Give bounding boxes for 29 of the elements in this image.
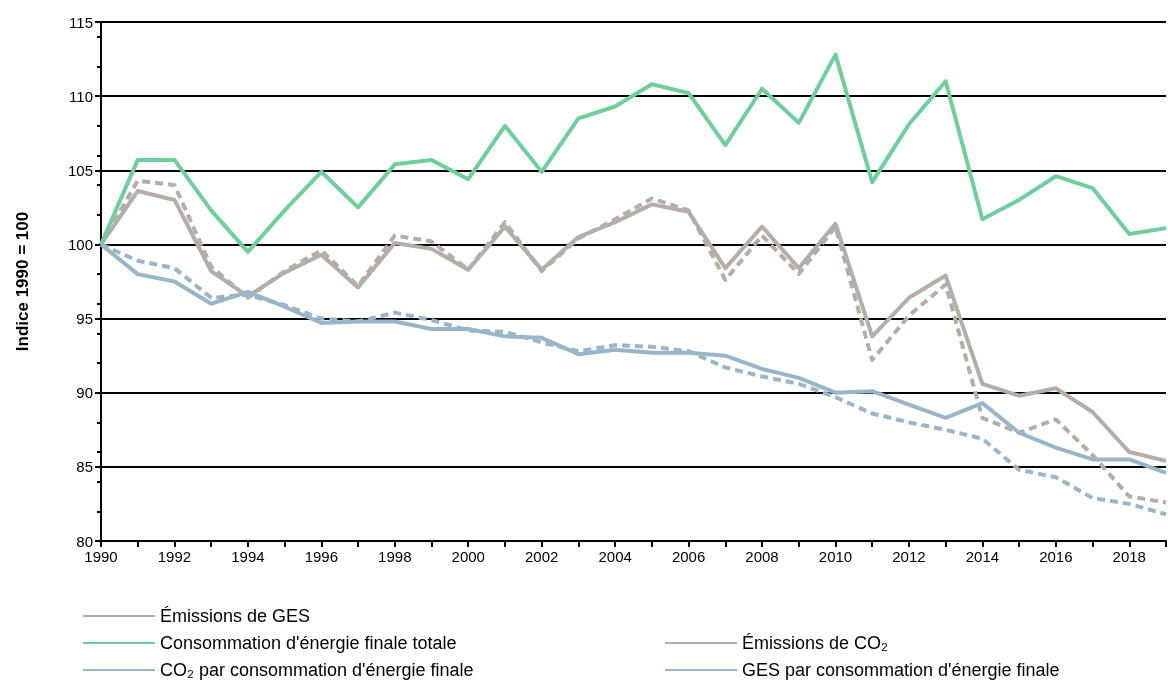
x-tick-label: 2010 (818, 548, 853, 565)
y-tick-label: 100 (67, 235, 93, 253)
x-tick-label: 1990 (84, 548, 118, 565)
y-tick-label: 110 (69, 87, 93, 105)
legend-label: GES par consommation d'énergie finale (742, 660, 1060, 680)
y-tick-label: 115 (69, 13, 93, 31)
x-tick-label: 1998 (378, 548, 412, 565)
x-tick-label: 1994 (231, 548, 265, 565)
y-tick-label: 105 (67, 161, 93, 179)
y-tick-label: 95 (76, 310, 93, 328)
y-tick-label: 85 (76, 458, 93, 476)
x-tick-label: 2002 (525, 548, 559, 565)
x-tick-label: 1992 (157, 548, 192, 565)
y-axis-title: Indice 1990 = 100 (13, 211, 32, 352)
x-tick-label: 1996 (304, 548, 339, 565)
legend-label: CO₂ par consommation d'énergie finale (160, 660, 474, 680)
x-tick-label: 2018 (1112, 548, 1146, 565)
x-tick-label: 2012 (892, 548, 926, 565)
y-tick-label: 90 (76, 384, 93, 402)
y-tick-label: 80 (76, 532, 93, 550)
legend-label: Émissions de GES (160, 606, 311, 626)
legend-label: Consommation d'énergie finale totale (160, 633, 457, 653)
legend-label: Émissions de CO₂ (742, 633, 889, 653)
x-tick-label: 2008 (745, 548, 779, 565)
x-tick-label: 2004 (598, 548, 632, 565)
x-tick-label: 2006 (671, 548, 706, 565)
x-tick-label: 2014 (965, 548, 1000, 565)
x-tick-label: 2000 (451, 548, 485, 565)
x-tick-label: 2016 (1039, 548, 1073, 565)
